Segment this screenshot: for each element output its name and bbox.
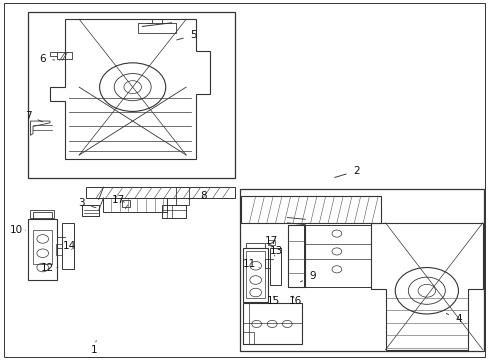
Text: 12: 12 — [41, 262, 58, 273]
Text: 17: 17 — [111, 195, 124, 204]
Text: 13: 13 — [269, 247, 282, 256]
Text: 11: 11 — [242, 259, 259, 269]
Text: 6: 6 — [40, 54, 55, 64]
Text: 4: 4 — [446, 314, 461, 324]
Text: 15: 15 — [266, 296, 280, 306]
Text: 17: 17 — [264, 236, 278, 246]
Text: 10: 10 — [9, 225, 25, 235]
Text: 1: 1 — [90, 341, 97, 355]
Text: 2: 2 — [334, 166, 359, 177]
Text: 3: 3 — [78, 198, 96, 208]
Text: 8: 8 — [188, 191, 206, 201]
Text: 7: 7 — [25, 111, 42, 122]
Text: 14: 14 — [62, 241, 76, 251]
Text: 16: 16 — [288, 296, 302, 306]
Text: 5: 5 — [176, 30, 196, 40]
Text: 9: 9 — [300, 271, 315, 282]
